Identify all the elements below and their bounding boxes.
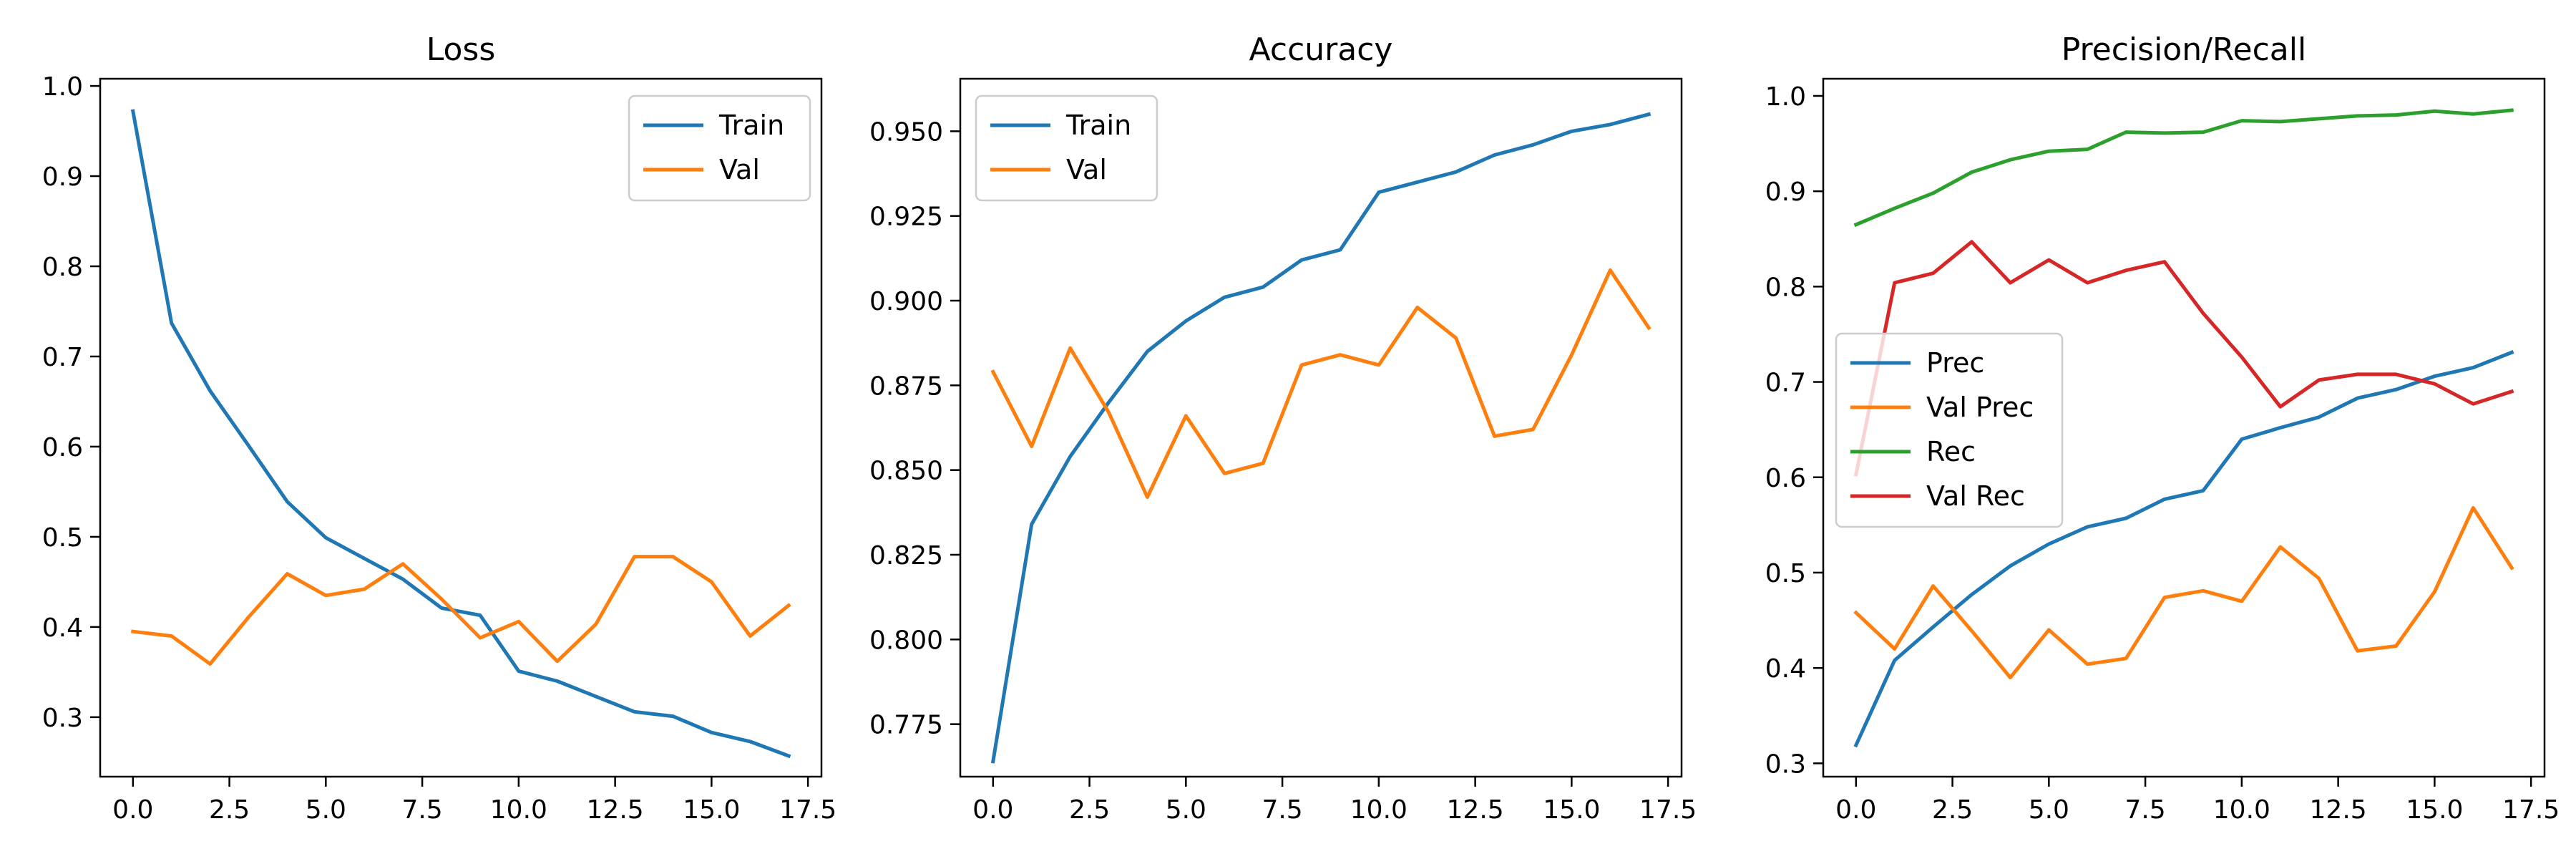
legend-label: Val [1066,154,1107,185]
y-tick-label: 0.9 [1765,178,1806,207]
legend: Train Val [975,94,1158,202]
y-tick-label: 0.6 [1765,464,1806,493]
x-tick-label: 10.0 [1350,795,1407,825]
chart-panel-2: Accuracy 0.0 2.5 5.0 7.5 10.0 12.5 15.0 17.5 0.77… [869,31,1697,825]
y-tick-label: 0.9 [42,162,83,192]
legend-label: Train [718,110,784,141]
y-tick-label: 0.8 [1765,273,1806,302]
y-tick-label: 1.0 [1765,82,1806,112]
plot-frame [959,77,1683,778]
y-tick-label: 0.900 [869,287,943,316]
x-tick-label: 10.0 [2213,795,2270,825]
x-tick-label: 7.5 [401,795,442,825]
y-tick-label: 0.875 [869,372,943,401]
y-tick-label: 0.6 [42,433,83,462]
x-tick-label: 17.5 [2502,795,2560,825]
legend-label: Val [719,154,760,185]
legend-box [1835,332,2064,528]
legend-box [975,94,1158,202]
chart-title: Precision/Recall [2062,31,2306,68]
y-tick-label: 0.775 [869,711,943,740]
x-tick-label: 2.5 [1069,795,1110,825]
y-tick-label: 0.3 [1765,749,1806,779]
legend-label: Val Rec [1926,480,2025,512]
series-line-train [990,112,1652,764]
legend: Train Val [628,94,811,202]
series-line-rec [1853,108,2514,228]
x-tick-label: 7.5 [1262,795,1302,825]
y-tick-label: 0.7 [42,343,83,372]
series-line-val-prec [1853,505,2514,679]
plot-frame [1822,77,2546,778]
x-tick-label: 5.0 [1166,795,1206,825]
legend-label: Prec [1926,347,1984,379]
x-tick-label: 17.5 [779,795,836,825]
x-tick-label: 0.0 [1835,795,1876,825]
legend-label: Train [1065,110,1131,141]
x-tick-label: 17.5 [1639,795,1697,825]
x-tick-label: 0.0 [112,795,153,825]
series-line-val-rec [1853,240,2514,477]
y-tick-label: 0.8 [42,253,83,282]
y-tick-label: 0.7 [1765,369,1806,398]
legend-label: Rec [1926,436,1976,467]
y-tick-label: 0.3 [42,704,83,733]
x-tick-label: 15.0 [2406,795,2463,825]
x-tick-label: 2.5 [1932,795,1973,825]
y-tick-label: 0.825 [869,541,943,571]
series-line-val [990,268,1652,499]
y-tick-label: 0.925 [869,203,943,232]
x-tick-label: 0.0 [972,795,1013,825]
x-tick-label: 10.0 [490,795,547,825]
y-tick-label: 0.950 [869,117,943,147]
chart-panel-1: Loss 0.0 2.5 5.0 7.5 10.0 12.5 15.0 17.5 0.3 0.4 0.… [42,31,836,825]
legend-label: Val Prec [1926,392,2034,423]
y-tick-label: 0.5 [42,523,83,553]
legend: Prec Val Prec Rec Val Rec [1835,332,2064,528]
series-line-train [130,109,791,759]
plot-frame [99,77,823,778]
legend-box [628,94,811,202]
x-tick-label: 12.5 [2310,795,2367,825]
y-tick-label: 1.0 [42,72,83,102]
x-tick-label: 15.0 [683,795,740,825]
series-line-prec [1853,350,2514,748]
x-tick-label: 5.0 [306,795,346,825]
x-tick-label: 12.5 [1447,795,1504,825]
y-tick-label: 0.4 [42,613,83,643]
x-tick-label: 2.5 [209,795,250,825]
y-tick-label: 0.850 [869,457,943,486]
chart-title: Accuracy [1249,31,1393,68]
x-tick-label: 5.0 [2029,795,2069,825]
series-line-val [131,555,791,666]
y-tick-label: 0.5 [1765,559,1806,588]
y-tick-label: 0.800 [869,626,943,655]
x-tick-label: 7.5 [2124,795,2165,825]
y-tick-label: 0.4 [1765,654,1806,684]
chart-title: Loss [426,31,496,68]
x-tick-label: 12.5 [587,795,644,825]
chart-panel-3: Precision/Recall 0.0 2.5 5.0 7.5 10.0 12.5 15.0… [1765,31,2560,825]
x-tick-label: 15.0 [1543,795,1600,825]
